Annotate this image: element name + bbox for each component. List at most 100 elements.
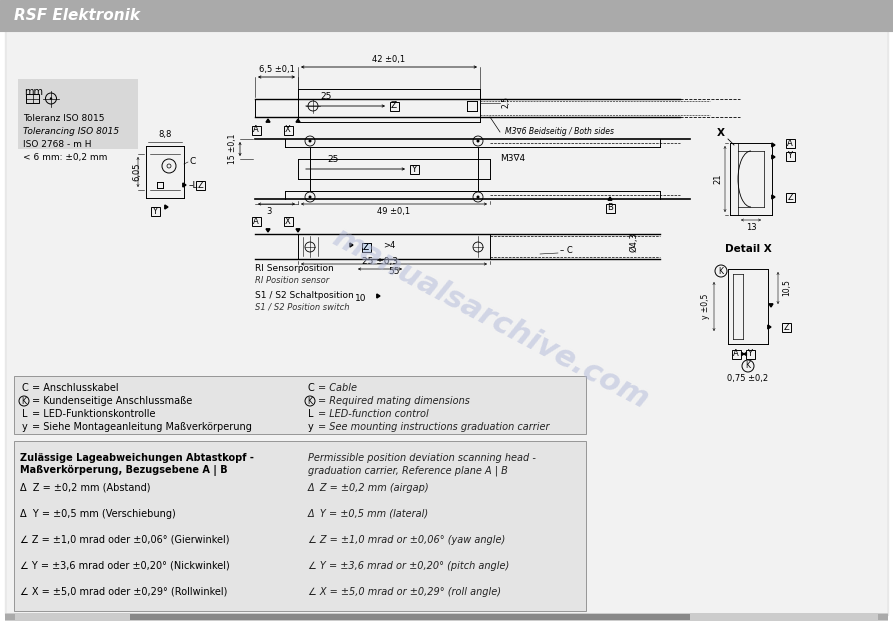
- Text: mm: mm: [24, 87, 43, 97]
- Text: = LED-Funktionskontrolle: = LED-Funktionskontrolle: [32, 409, 155, 419]
- Text: A: A: [733, 350, 739, 359]
- Text: 13: 13: [746, 223, 756, 232]
- Text: B: B: [607, 204, 613, 213]
- Bar: [5, 614, 15, 620]
- Text: ∠ X = ±5,0 mrad or ±0,29° (roll angle): ∠ X = ±5,0 mrad or ±0,29° (roll angle): [308, 587, 501, 597]
- Text: ∠ Z = ±1,0 mrad or ±0,06° (yaw angle): ∠ Z = ±1,0 mrad or ±0,06° (yaw angle): [308, 535, 505, 545]
- Bar: [14, 376, 586, 434]
- Text: = LED-function control: = LED-function control: [318, 409, 429, 419]
- Text: 0,75 ±0,2: 0,75 ±0,2: [728, 374, 769, 383]
- Text: 25 ±0,3: 25 ±0,3: [362, 257, 398, 266]
- Text: RI Position sensor: RI Position sensor: [255, 276, 330, 285]
- Text: Y: Y: [153, 206, 157, 216]
- Text: S1 / S2 Position switch: S1 / S2 Position switch: [255, 303, 349, 312]
- Text: Z: Z: [391, 101, 397, 111]
- Bar: [130, 614, 690, 620]
- Text: Y: Y: [788, 152, 792, 160]
- Text: Z: Z: [363, 243, 369, 252]
- Text: y: y: [22, 422, 28, 432]
- Text: RSF Elektronik: RSF Elektronik: [14, 8, 140, 23]
- Text: L: L: [308, 409, 313, 419]
- Polygon shape: [183, 183, 186, 187]
- Text: C: C: [22, 383, 29, 393]
- Bar: [786, 152, 795, 160]
- Polygon shape: [377, 294, 380, 298]
- Bar: [26, 94, 39, 103]
- Bar: [605, 204, 614, 213]
- Polygon shape: [772, 195, 775, 199]
- Bar: [786, 138, 795, 147]
- Circle shape: [50, 97, 52, 100]
- Text: 6,5 ±0,1: 6,5 ±0,1: [259, 65, 295, 74]
- Bar: [410, 165, 419, 174]
- Text: K: K: [21, 396, 27, 406]
- Bar: [151, 206, 160, 216]
- Text: –L: –L: [189, 182, 198, 191]
- Text: ∠ Y = ±3,6 mrad oder ±0,20° (Nickwinkel): ∠ Y = ±3,6 mrad oder ±0,20° (Nickwinkel): [20, 561, 230, 571]
- Bar: [18, 79, 138, 149]
- Text: C: C: [308, 383, 314, 393]
- Text: 49 ±0,1: 49 ±0,1: [378, 207, 411, 216]
- Text: ∠ Z = ±1,0 mrad oder ±0,06° (Gierwinkel): ∠ Z = ±1,0 mrad oder ±0,06° (Gierwinkel): [20, 535, 230, 545]
- Polygon shape: [769, 304, 773, 307]
- Text: Tolerancing ISO 8015: Tolerancing ISO 8015: [23, 127, 119, 136]
- Text: X: X: [285, 126, 291, 135]
- Text: 25: 25: [321, 92, 331, 101]
- Text: y ±0,5: y ±0,5: [701, 294, 710, 319]
- Text: 21: 21: [713, 174, 722, 184]
- Bar: [5, 613, 888, 621]
- Text: M3∇4: M3∇4: [500, 154, 525, 163]
- Text: C: C: [189, 157, 196, 167]
- Text: M3∇6 Beidseitig / Both sides: M3∇6 Beidseitig / Both sides: [505, 128, 614, 136]
- Text: A: A: [787, 138, 793, 147]
- Polygon shape: [772, 143, 775, 147]
- Text: = Kundenseitige Anschlussmaße: = Kundenseitige Anschlussmaße: [32, 396, 192, 406]
- Text: Zulässige Lageabweichungen Abtastkopf -: Zulässige Lageabweichungen Abtastkopf -: [20, 453, 254, 463]
- Polygon shape: [744, 352, 747, 355]
- Bar: [362, 243, 371, 252]
- Text: Z: Z: [783, 323, 789, 331]
- Text: Toleranz ISO 8015: Toleranz ISO 8015: [23, 114, 104, 123]
- Bar: [389, 101, 398, 111]
- Text: S1 / S2 Schaltposition: S1 / S2 Schaltposition: [255, 291, 354, 300]
- Circle shape: [308, 140, 312, 143]
- Polygon shape: [768, 325, 771, 329]
- Polygon shape: [741, 352, 744, 355]
- Text: = Cable: = Cable: [318, 383, 357, 393]
- Circle shape: [477, 196, 480, 199]
- Polygon shape: [266, 119, 270, 122]
- Text: Y: Y: [412, 165, 417, 174]
- Text: – C: – C: [560, 246, 572, 255]
- Text: Δ  Y = ±0,5 mm (Verschiebung): Δ Y = ±0,5 mm (Verschiebung): [20, 509, 176, 519]
- Text: 8,8: 8,8: [158, 130, 171, 139]
- Circle shape: [308, 196, 312, 199]
- Bar: [781, 323, 790, 331]
- Text: Permissible position deviation scanning head -: Permissible position deviation scanning …: [308, 453, 536, 463]
- Polygon shape: [350, 243, 353, 247]
- Text: Ø4,3: Ø4,3: [630, 232, 639, 252]
- Text: A: A: [253, 126, 259, 135]
- Text: = Anschlusskabel: = Anschlusskabel: [32, 383, 119, 393]
- Text: < 6 mm: ±0,2 mm: < 6 mm: ±0,2 mm: [23, 153, 107, 162]
- Text: K: K: [307, 396, 313, 406]
- Bar: [731, 350, 740, 359]
- Text: 3: 3: [266, 207, 271, 216]
- Bar: [252, 126, 261, 135]
- Text: Z: Z: [363, 243, 369, 252]
- Text: X: X: [285, 216, 291, 226]
- Bar: [252, 216, 261, 226]
- Text: Δ  Z = ±0,2 mm (Abstand): Δ Z = ±0,2 mm (Abstand): [20, 483, 151, 493]
- Polygon shape: [608, 197, 612, 200]
- Text: ∠ X = ±5,0 mrad oder ±0,29° (Rollwinkel): ∠ X = ±5,0 mrad oder ±0,29° (Rollwinkel): [20, 587, 228, 597]
- Text: ∠ Y = ±3,6 mrad or ±0,20° (pitch angle): ∠ Y = ±3,6 mrad or ±0,20° (pitch angle): [308, 561, 509, 571]
- Bar: [362, 243, 371, 252]
- Text: RI Sensorposition: RI Sensorposition: [255, 264, 334, 273]
- Text: K: K: [746, 362, 750, 370]
- Bar: [196, 181, 204, 189]
- Text: 25: 25: [328, 155, 338, 164]
- Polygon shape: [296, 119, 300, 122]
- Text: Detail X: Detail X: [724, 244, 772, 254]
- Polygon shape: [266, 229, 270, 232]
- Circle shape: [477, 140, 480, 143]
- Polygon shape: [165, 205, 168, 209]
